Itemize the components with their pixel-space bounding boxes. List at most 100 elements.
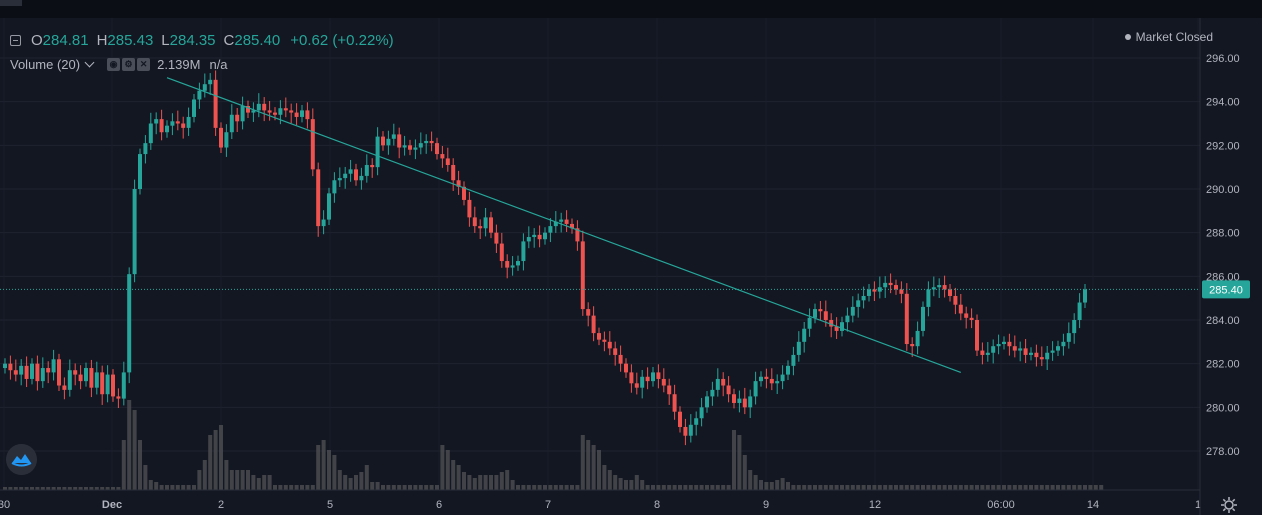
candle-body	[597, 333, 601, 340]
close-icon[interactable]: ✕	[137, 57, 151, 71]
candle-body	[489, 217, 493, 233]
volume-bar	[24, 487, 29, 490]
candle-body	[321, 219, 326, 227]
candle-body	[807, 317, 812, 329]
volume-bar	[958, 485, 963, 490]
volume-bar	[1066, 485, 1071, 490]
volume-bar	[343, 475, 348, 490]
candle-body	[440, 154, 445, 159]
price-chart[interactable]: 285.40 296.00294.00292.00290.00288.00286…	[0, 18, 1262, 515]
volume-bar	[786, 482, 790, 490]
volume-bar	[1029, 485, 1033, 490]
x-tick-label: 1	[1195, 499, 1201, 511]
candle-body	[775, 381, 780, 384]
candle-body	[46, 368, 51, 373]
volume-bar	[829, 485, 834, 490]
candle-body	[737, 398, 742, 403]
candle-body	[1029, 352, 1033, 355]
volume-bar	[408, 485, 412, 490]
volume-bars	[3, 400, 1104, 490]
volume-label[interactable]: Volume (20)	[10, 56, 81, 72]
volume-bar	[737, 435, 742, 490]
candle-body	[262, 103, 267, 111]
volume-bar	[348, 478, 353, 490]
candle-body	[499, 243, 504, 262]
candle-body	[138, 154, 142, 189]
candle-body	[35, 363, 40, 382]
volume-bar	[710, 485, 715, 490]
volume-bar	[305, 485, 310, 490]
volume-bar	[899, 485, 904, 490]
candle-body	[516, 261, 520, 266]
candle-body	[1039, 357, 1044, 360]
candle-body	[948, 289, 952, 296]
candle-body	[1066, 333, 1071, 342]
candle-body	[332, 180, 337, 194]
tradingview-logo-icon[interactable]	[6, 444, 37, 475]
volume-bar	[1023, 485, 1028, 490]
candle-body	[564, 219, 569, 224]
y-tick-label: 290.00	[1206, 184, 1240, 196]
volume-bar	[294, 485, 299, 490]
candle-body	[629, 372, 634, 384]
candle-body	[715, 378, 720, 390]
volume-bar	[553, 485, 558, 490]
volume-bar	[78, 487, 83, 490]
candle-body	[197, 90, 202, 100]
top-bar	[0, 0, 1262, 18]
volume-bar	[894, 485, 898, 490]
candle-body	[202, 84, 207, 91]
candle-body	[1034, 352, 1039, 358]
candle-body	[30, 363, 34, 379]
candle-body	[710, 389, 715, 397]
volume-bar	[586, 440, 591, 490]
candle-body	[791, 354, 796, 366]
gear-icon[interactable]: ⚙	[122, 57, 136, 71]
candle-body	[985, 352, 990, 355]
candle-body	[823, 311, 828, 320]
volume-bar	[1093, 485, 1098, 490]
gear-icon[interactable]	[1219, 495, 1239, 515]
volume-bar	[548, 485, 553, 490]
candle-body	[337, 178, 342, 181]
collapse-icon[interactable]	[10, 34, 21, 46]
volume-bar	[667, 485, 672, 490]
volume-bar	[57, 487, 61, 490]
candle-body	[316, 169, 321, 227]
volume-bar	[559, 485, 564, 490]
volume-bar	[1061, 485, 1066, 490]
volume-bar	[3, 487, 7, 490]
volume-bar	[694, 485, 699, 490]
volume-bar	[370, 482, 375, 490]
volume-bar	[300, 485, 304, 490]
volume-bar	[921, 485, 925, 490]
candle-body	[1077, 302, 1082, 320]
volume-bar	[472, 478, 477, 490]
candle-body	[354, 169, 358, 181]
volume-bar	[845, 485, 850, 490]
volume-bar	[148, 480, 153, 490]
candle-body	[213, 79, 218, 128]
candle-body	[958, 304, 963, 314]
candle-body	[100, 372, 105, 395]
volume-bar	[354, 475, 358, 490]
volume-bar	[35, 487, 40, 490]
candle-body	[1061, 341, 1066, 347]
candle-body	[165, 125, 169, 133]
change-value: +0.62 (+0.22%)	[290, 31, 394, 49]
volume-bar	[73, 487, 78, 490]
candle-body	[224, 132, 229, 148]
candle-body	[899, 289, 904, 294]
volume-bar	[467, 475, 472, 490]
chevron-down-icon[interactable]	[84, 57, 95, 68]
candle-body	[942, 285, 947, 290]
volume-bar	[229, 470, 234, 490]
volume-bar	[613, 475, 618, 490]
volume-bar	[883, 485, 888, 490]
eye-icon[interactable]: ◉	[107, 57, 121, 71]
volume-bar	[251, 475, 256, 490]
x-tick-label: 2	[218, 499, 224, 511]
volume-bar	[267, 475, 272, 490]
market-status-text: Market Closed	[1135, 30, 1213, 44]
